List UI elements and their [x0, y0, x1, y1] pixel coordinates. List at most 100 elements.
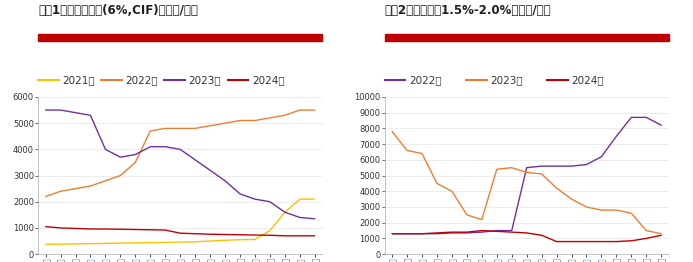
Text: 图表1：锂辉石精矿(6%,CIF)（美元/吨）: 图表1：锂辉石精矿(6%,CIF)（美元/吨）: [38, 4, 198, 17]
2023年: [507, 166, 516, 169]
2022年: [627, 116, 635, 119]
2024年: [191, 232, 200, 235]
2022年: [493, 229, 501, 232]
2022年: [161, 127, 169, 130]
2024年: [296, 234, 304, 237]
2023年: [281, 211, 289, 214]
Text: 图表2：锂云母（1.5%-2.0%）（元/吨）: 图表2：锂云母（1.5%-2.0%）（元/吨）: [385, 4, 551, 17]
2024年: [403, 232, 411, 235]
2023年: [71, 111, 80, 114]
2023年: [418, 152, 426, 155]
2023年: [433, 182, 441, 185]
2023年: [403, 149, 411, 152]
2023年: [56, 108, 64, 112]
2023年: [221, 179, 229, 182]
2023年: [657, 232, 665, 235]
Line: 2024年: 2024年: [46, 227, 315, 236]
2021年: [71, 242, 80, 245]
2024年: [131, 228, 139, 231]
2023年: [388, 130, 396, 133]
2021年: [56, 243, 64, 246]
Line: 2023年: 2023年: [392, 132, 661, 234]
2023年: [206, 169, 214, 172]
2022年: [131, 161, 139, 164]
2024年: [597, 240, 606, 243]
2022年: [146, 129, 155, 133]
2023年: [493, 168, 501, 171]
Text: 2023年: 2023年: [188, 75, 221, 85]
2022年: [236, 119, 244, 122]
2021年: [310, 198, 319, 201]
Text: 2022年: 2022年: [409, 75, 441, 85]
Text: 2023年: 2023年: [490, 75, 523, 85]
2021年: [131, 241, 139, 244]
2022年: [507, 229, 516, 232]
2021年: [221, 239, 229, 242]
2021年: [87, 242, 95, 245]
2024年: [523, 231, 531, 234]
2023年: [101, 148, 109, 151]
2021年: [206, 239, 214, 243]
2023年: [161, 145, 169, 148]
2021年: [265, 229, 274, 232]
2023年: [191, 158, 200, 161]
2022年: [642, 116, 651, 119]
2024年: [507, 231, 516, 234]
2021年: [296, 198, 304, 201]
2022年: [403, 232, 411, 235]
2024年: [56, 226, 64, 230]
2022年: [310, 108, 319, 112]
2024年: [433, 231, 441, 234]
2024年: [42, 225, 50, 228]
2024年: [538, 234, 546, 237]
2021年: [161, 241, 169, 244]
2023年: [448, 190, 456, 193]
2024年: [265, 234, 274, 237]
2024年: [418, 232, 426, 235]
2024年: [477, 229, 486, 232]
2023年: [477, 218, 486, 221]
2021年: [101, 242, 109, 245]
2022年: [71, 187, 80, 190]
2022年: [221, 122, 229, 125]
Line: 2023年: 2023年: [46, 110, 315, 219]
2023年: [251, 198, 259, 201]
2024年: [388, 232, 396, 235]
2023年: [568, 198, 576, 201]
2022年: [582, 163, 590, 166]
2024年: [161, 228, 169, 232]
2022年: [101, 179, 109, 182]
2023年: [87, 114, 95, 117]
Line: 2022年: 2022年: [392, 117, 661, 234]
2021年: [236, 238, 244, 241]
2021年: [116, 242, 125, 245]
2022年: [463, 231, 471, 234]
2024年: [448, 231, 456, 234]
2024年: [206, 233, 214, 236]
Text: 2021年: 2021年: [62, 75, 95, 85]
2022年: [191, 127, 200, 130]
2024年: [101, 227, 109, 231]
2024年: [176, 232, 184, 235]
2021年: [42, 243, 50, 246]
Line: 2022年: 2022年: [46, 110, 315, 196]
2023年: [523, 171, 531, 174]
2024年: [221, 233, 229, 236]
2024年: [568, 240, 576, 243]
2024年: [87, 227, 95, 231]
Line: 2021年: 2021年: [46, 199, 315, 244]
2022年: [418, 232, 426, 235]
2023年: [265, 200, 274, 203]
2023年: [310, 217, 319, 220]
2024年: [657, 234, 665, 237]
2021年: [146, 241, 155, 244]
2023年: [131, 153, 139, 156]
2023年: [236, 192, 244, 195]
2022年: [265, 116, 274, 119]
Text: 2022年: 2022年: [125, 75, 158, 85]
2022年: [56, 190, 64, 193]
2024年: [310, 234, 319, 237]
2023年: [627, 212, 635, 215]
2024年: [146, 228, 155, 231]
2022年: [42, 195, 50, 198]
